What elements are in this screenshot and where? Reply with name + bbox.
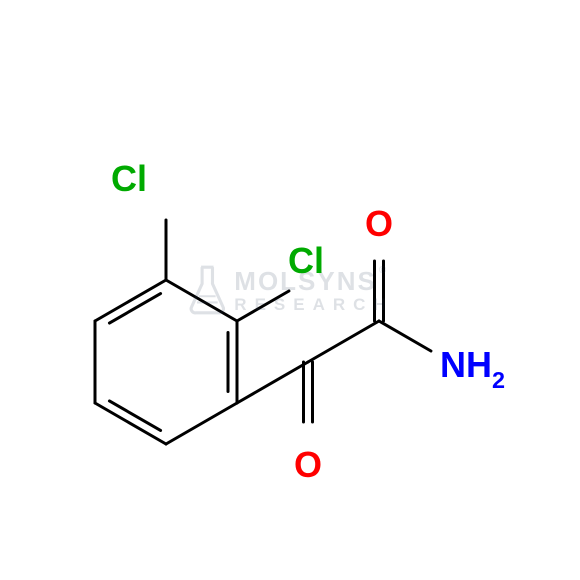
atom-O_up: O xyxy=(365,203,393,245)
structure-canvas: MOLSYNS® RESEARCH ClClOONH2 xyxy=(0,0,580,580)
atom-Cl_right: Cl xyxy=(288,240,324,282)
atom-O_down: O xyxy=(294,444,322,486)
atom-Cl_top: Cl xyxy=(111,158,147,200)
atom-N: NH2 xyxy=(440,344,505,391)
molecule-svg xyxy=(0,0,580,580)
